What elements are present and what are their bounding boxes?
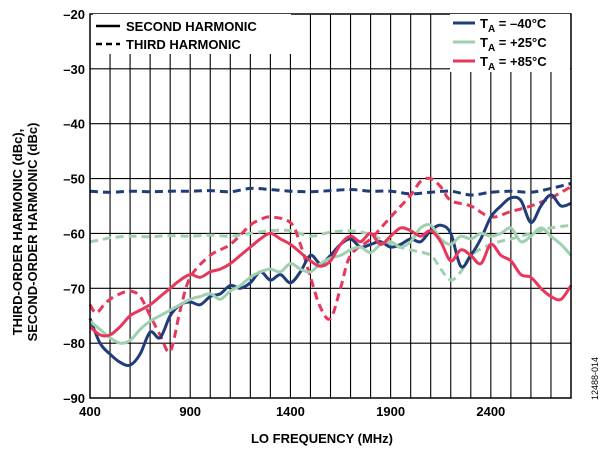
series-layer [88,176,573,368]
legend-plus85c-label: TA = +85°C [480,54,547,73]
series-line-third-harmonic-2 [88,176,572,354]
y-tick-label: –70 [63,281,85,296]
figure-id: 12488-014 [590,357,600,400]
y-tick-label: –40 [63,117,85,132]
temperature-legend: TA = –40°C TA = +25°C TA = +85°C [450,14,570,73]
series-line-second-harmonic-3 [88,193,572,368]
x-axis-title: LO FREQUENCY (MHz) [251,431,393,446]
y-tick-label: –20 [63,7,85,22]
x-tick-label: 1900 [376,404,405,419]
series-line-second-harmonic-4 [89,222,573,345]
y-axis-title-line-1: THIRD-ORDER HARMONIC (dBc), [10,129,25,336]
legend-second-harmonic-label: SECOND HARMONIC [126,19,257,34]
x-tick-label: 2400 [476,404,505,419]
legend-plus25c-label: TA = +25°C [480,35,547,54]
y-tick-label: –90 [63,391,85,406]
x-tick-label: 400 [79,404,101,419]
style-legend-box [93,14,291,54]
y-tick-label: –60 [63,226,85,241]
y-tick-labels: –90 –80 –70 –60 –50 –40 –30 –20 [63,7,85,406]
y-tick-label: –80 [63,336,85,351]
plot-frame [89,13,572,399]
y-axis-title: THIRD-ORDER HARMONIC (dBc), SECOND-ORDER… [10,123,40,342]
y-tick-label: –50 [63,172,85,187]
x-tick-label: 900 [179,404,201,419]
series-line-second-harmonic-5 [89,226,573,338]
legend-minus40c-label: TA = –40°C [480,16,547,35]
y-axis-title-line-2: SECOND-ORDER HARMONIC (dBc) [25,123,40,342]
series-line-third-harmonic-1 [89,223,572,282]
x-tick-labels: 400 900 1400 1900 2400 [79,404,505,419]
x-tick-label: 1400 [276,404,305,419]
style-legend: SECOND HARMONIC THIRD HARMONIC [93,14,291,54]
y-tick-label: –30 [63,62,85,77]
series-line-third-harmonic-0 [89,182,572,197]
legend-third-harmonic-label: THIRD HARMONIC [126,37,241,52]
